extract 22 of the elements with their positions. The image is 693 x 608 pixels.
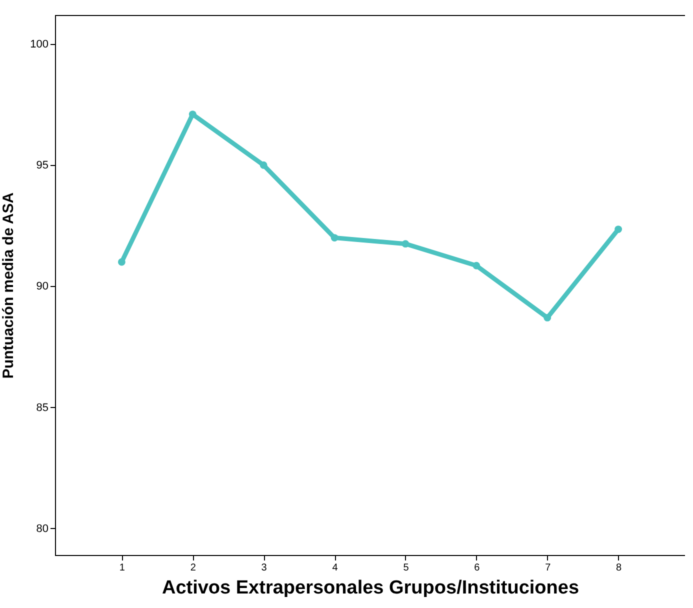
x-tick-label: 8	[616, 562, 622, 574]
x-tick-label: 3	[261, 562, 268, 574]
point	[260, 161, 268, 169]
point	[330, 234, 338, 242]
point	[402, 240, 410, 248]
y-tick-label: 85	[36, 402, 48, 414]
point	[472, 262, 480, 270]
x-tick-label: 5	[403, 562, 410, 574]
x-tick-label: 6	[474, 562, 480, 574]
y-tick-label: 90	[36, 280, 48, 293]
y-tick-label: 95	[36, 160, 48, 172]
point	[188, 110, 196, 118]
point	[614, 226, 622, 234]
x-tick-label: 1	[119, 562, 126, 574]
point	[544, 314, 552, 322]
x-tick-label: 2	[190, 562, 196, 574]
x-tick-label: 4	[332, 562, 338, 574]
x-tick-label: 7	[545, 562, 552, 574]
point	[118, 258, 126, 266]
y-tick-label: 80	[36, 522, 48, 535]
y-tick-label: 100	[30, 38, 48, 51]
y-axis-title: Puntuación media de ASA	[0, 192, 18, 379]
